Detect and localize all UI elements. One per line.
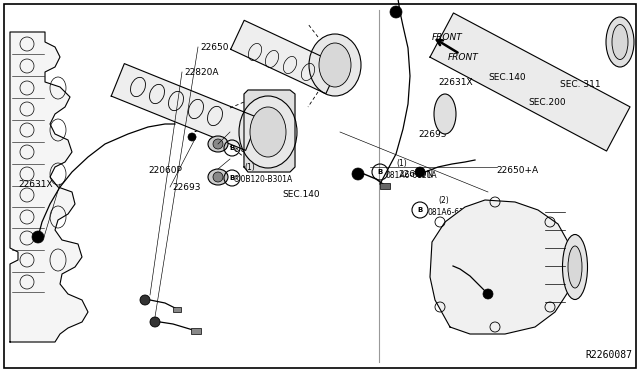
Ellipse shape <box>309 34 361 96</box>
Text: 22060P: 22060P <box>193 125 227 134</box>
Polygon shape <box>10 32 88 342</box>
Text: B: B <box>417 207 422 213</box>
Bar <box>173 307 181 312</box>
Polygon shape <box>244 90 295 172</box>
Circle shape <box>213 139 223 149</box>
Ellipse shape <box>250 107 286 157</box>
Text: B: B <box>378 169 383 175</box>
Text: SEC. 311: SEC. 311 <box>560 80 600 89</box>
Ellipse shape <box>606 17 634 67</box>
Text: 22653N: 22653N <box>490 295 525 305</box>
Text: ®0B120-B301A: ®0B120-B301A <box>233 144 292 154</box>
Text: 22060P: 22060P <box>148 166 182 174</box>
Polygon shape <box>111 64 259 150</box>
Circle shape <box>483 289 493 299</box>
Text: 22820A: 22820A <box>184 67 218 77</box>
Text: FRONT: FRONT <box>448 52 479 61</box>
Polygon shape <box>430 13 630 151</box>
Text: 22693: 22693 <box>418 129 447 138</box>
Text: B: B <box>229 145 235 151</box>
Ellipse shape <box>568 246 582 288</box>
Ellipse shape <box>319 43 351 87</box>
Bar <box>191 328 201 334</box>
Ellipse shape <box>434 94 456 134</box>
Ellipse shape <box>208 169 228 185</box>
Ellipse shape <box>208 136 228 152</box>
Circle shape <box>213 172 223 182</box>
Text: (1): (1) <box>244 132 255 141</box>
Text: R2260087: R2260087 <box>585 350 632 360</box>
Text: 22631X: 22631X <box>438 77 472 87</box>
Text: B: B <box>229 175 235 181</box>
Text: SEC.140: SEC.140 <box>282 189 319 199</box>
Text: (1): (1) <box>244 163 255 171</box>
Text: SEC.200: SEC.200 <box>528 97 566 106</box>
Circle shape <box>188 133 196 141</box>
Polygon shape <box>230 20 339 94</box>
Polygon shape <box>430 200 568 334</box>
Text: (1): (1) <box>396 158 407 167</box>
Circle shape <box>32 231 44 243</box>
Circle shape <box>415 167 425 177</box>
Text: 22650: 22650 <box>200 42 228 51</box>
Text: FRONT: FRONT <box>432 32 463 42</box>
Text: 22631X: 22631X <box>18 180 52 189</box>
Bar <box>380 183 390 189</box>
Text: (2): (2) <box>438 196 449 205</box>
Circle shape <box>390 6 402 18</box>
Text: ®0B120-B301A: ®0B120-B301A <box>233 174 292 183</box>
Ellipse shape <box>563 234 588 299</box>
Circle shape <box>140 295 150 305</box>
Ellipse shape <box>239 96 297 168</box>
Ellipse shape <box>612 25 628 60</box>
Text: 22690N: 22690N <box>398 170 433 179</box>
Circle shape <box>150 317 160 327</box>
Text: 081A6-6121A: 081A6-6121A <box>428 208 479 217</box>
Text: 22693: 22693 <box>172 183 200 192</box>
Text: 081A6-6121A: 081A6-6121A <box>386 170 438 180</box>
Text: 22650+A: 22650+A <box>496 166 538 174</box>
Circle shape <box>352 168 364 180</box>
Text: SEC.140: SEC.140 <box>488 73 525 81</box>
